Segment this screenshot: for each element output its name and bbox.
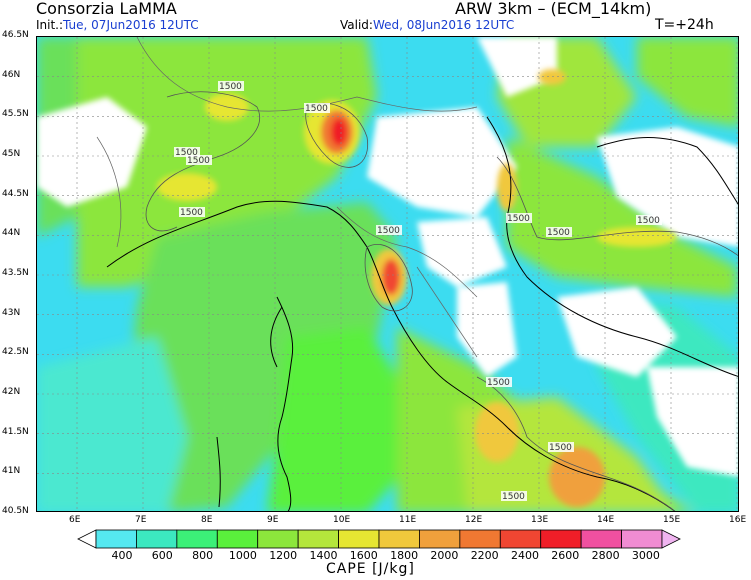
contour-label: 1500 bbox=[187, 156, 210, 166]
cape-map: 1500 1500 1500 1500 1500 1500 1500 1500 1500 1500… bbox=[36, 36, 739, 512]
init-value: Tue, 07Jun2016 12UTC bbox=[63, 18, 199, 32]
lat-tick-label: 45.5N bbox=[2, 109, 29, 120]
colorbar-swatch bbox=[77, 529, 97, 549]
lat-tick-label: 46.5N bbox=[2, 30, 29, 40]
colorbar-level-label: 800 bbox=[192, 549, 214, 562]
lon-tick-label: 16E bbox=[729, 515, 747, 525]
lon-tick-label: 9E bbox=[267, 515, 279, 525]
colorbar-swatch bbox=[338, 529, 380, 549]
contour-label-bg bbox=[218, 81, 244, 91]
contour-label-bg bbox=[636, 215, 662, 225]
lon-tick-label: 13E bbox=[531, 515, 549, 525]
org-title: Consorzia LaMMA bbox=[36, 0, 177, 18]
colorbar-swatch bbox=[176, 529, 218, 549]
colorbar-level-label: 400 bbox=[111, 549, 133, 562]
colorbar-level-label: 3000 bbox=[631, 549, 660, 562]
contour-label: 1500 bbox=[219, 82, 242, 92]
colorbar-swatch bbox=[216, 529, 259, 549]
colorbar-swatch bbox=[540, 529, 582, 549]
contour-1500 bbox=[145, 91, 738, 511]
lat-tick-label: 42N bbox=[2, 387, 21, 397]
contour-label: 1500 bbox=[637, 216, 660, 226]
lon-tick-label: 11E bbox=[399, 515, 417, 525]
colorbar-level-label: 1200 bbox=[269, 549, 298, 562]
borders bbox=[96, 37, 478, 358]
contour-label: 1500 bbox=[180, 208, 203, 218]
lon-tick-label: 8E bbox=[201, 515, 213, 525]
contour-label-bg bbox=[304, 103, 330, 113]
colorbar-level-label: 1400 bbox=[309, 549, 338, 562]
valid-label: Valid: bbox=[340, 18, 373, 32]
map-svg: 1500150015001500150015001500150015001500… bbox=[37, 37, 738, 511]
contour-label-bg bbox=[548, 442, 574, 452]
colorbar-swatch bbox=[378, 529, 420, 549]
contour-labels: 1500150015001500150015001500150015001500… bbox=[174, 81, 662, 502]
colorbar-swatch bbox=[499, 529, 542, 549]
init-label: Init.: bbox=[36, 18, 64, 32]
colorbar-swatch bbox=[257, 529, 299, 549]
lat-tick-label: 42.5N bbox=[2, 347, 29, 358]
colorbar-level-label: 600 bbox=[151, 549, 173, 562]
colorbar-swatch bbox=[419, 529, 461, 549]
valid-value: Wed, 08Jun2016 12UTC bbox=[372, 18, 515, 32]
colorbar-level-label: 2800 bbox=[591, 549, 620, 562]
low-cape-areas bbox=[37, 37, 738, 477]
colorbar-swatch bbox=[459, 529, 501, 549]
colorbar-level-label: 1000 bbox=[228, 549, 257, 562]
lon-tick-label: 10E bbox=[333, 515, 351, 525]
lat-tick-label: 41.5N bbox=[2, 426, 29, 437]
lat-tick-label: 44.5N bbox=[2, 188, 29, 199]
contour-label: 1500 bbox=[549, 443, 572, 453]
colorbar-swatch bbox=[580, 529, 622, 549]
contour-label: 1500 bbox=[487, 378, 510, 388]
colorbar-title: CAPE [J/kg] bbox=[326, 561, 415, 577]
lon-tick-label: 12E bbox=[465, 515, 483, 525]
model-title: ARW 3km – (ECM_14km) bbox=[455, 0, 652, 18]
contour-label: 1500 bbox=[377, 226, 400, 236]
contour-label: 1500 bbox=[305, 104, 328, 114]
lat-tick-label: 46N bbox=[2, 69, 21, 80]
contour-label-bg bbox=[546, 227, 572, 237]
grid-lines bbox=[37, 37, 738, 511]
contour-label: 1500 bbox=[507, 214, 530, 224]
lead-time: T=+24h bbox=[655, 17, 714, 33]
lat-tick-label: 43N bbox=[2, 307, 21, 318]
coastlines bbox=[106, 116, 738, 511]
contour-label-bg bbox=[174, 147, 200, 157]
lon-tick-label: 6E bbox=[69, 515, 81, 525]
colorbar-level-label: 2200 bbox=[470, 549, 499, 562]
colorbar-level-label: 2400 bbox=[511, 549, 539, 562]
contour-label: 1500 bbox=[502, 492, 525, 502]
contour-label-bg bbox=[501, 491, 527, 501]
colorbar-level-label: 2000 bbox=[430, 549, 459, 562]
contour-label-bg bbox=[179, 207, 205, 217]
lon-tick-label: 14E bbox=[597, 515, 615, 525]
colorbar-level-label: 1800 bbox=[390, 549, 419, 562]
colorbar-swatch bbox=[297, 529, 339, 549]
colorbar-swatch bbox=[621, 529, 663, 549]
lon-tick-label: 7E bbox=[135, 515, 147, 525]
init-line: Init.:Tue, 07Jun2016 12UTC bbox=[36, 18, 199, 32]
lon-tick-label: 15E bbox=[663, 515, 681, 525]
lat-tick-label: 43.5N bbox=[2, 268, 29, 278]
contour-label: 1500 bbox=[175, 148, 198, 158]
colorbar-swatch bbox=[95, 529, 137, 549]
contour-label-bg bbox=[376, 225, 402, 235]
colorbar-level-label: 2600 bbox=[551, 549, 580, 562]
colorbar-swatch bbox=[136, 529, 178, 549]
colorbar-swatch bbox=[661, 529, 681, 549]
colorbar-level-label: 1600 bbox=[349, 549, 378, 562]
lat-tick-label: 40.5N bbox=[2, 506, 29, 516]
contour-label-bg bbox=[186, 155, 212, 165]
colorbar bbox=[77, 529, 681, 549]
contour-label: 1500 bbox=[547, 228, 570, 238]
contour-label-bg bbox=[486, 377, 512, 387]
lat-tick-label: 44N bbox=[2, 228, 21, 239]
lat-tick-label: 45N bbox=[2, 149, 21, 159]
valid-line: Valid:Wed, 08Jun2016 12UTC bbox=[340, 18, 514, 32]
lat-tick-label: 41N bbox=[2, 466, 21, 477]
contour-label-bg bbox=[506, 213, 532, 223]
